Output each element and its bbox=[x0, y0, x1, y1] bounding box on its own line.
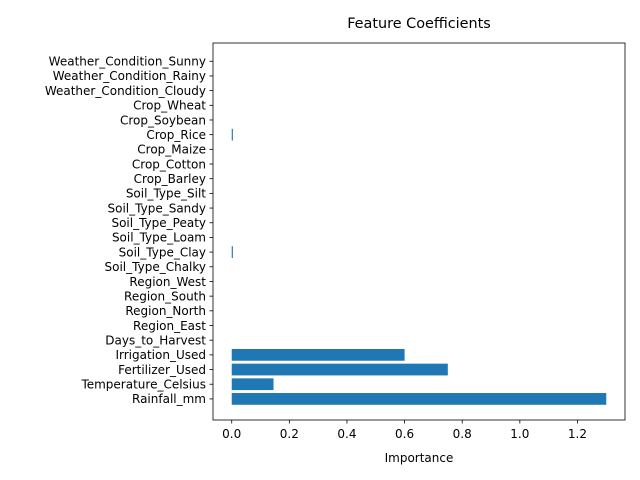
y-tick-label: Crop_Soybean bbox=[120, 113, 206, 127]
y-tick-label: Region_South bbox=[124, 289, 206, 303]
y-tick-label: Weather_Condition_Sunny bbox=[49, 55, 206, 69]
x-axis-label: Importance bbox=[385, 451, 454, 465]
bar-irrigation-used bbox=[231, 348, 405, 361]
y-tick-label: Weather_Condition_Rainy bbox=[53, 69, 206, 83]
y-tick-label: Soil_Type_Loam bbox=[112, 231, 206, 245]
y-tick-label: Days_to_Harvest bbox=[105, 333, 206, 347]
y-tick-label: Crop_Wheat bbox=[133, 99, 206, 113]
x-tick-label: 0.6 bbox=[395, 427, 414, 441]
y-tick-label: Crop_Rice bbox=[146, 128, 206, 142]
chart-title: Feature Coefficients bbox=[347, 16, 491, 32]
y-tick-label: Soil_Type_Sandy bbox=[108, 201, 206, 215]
bar-fertilizer-used bbox=[231, 363, 448, 376]
bars-group bbox=[231, 128, 607, 405]
bar-crop-rice bbox=[231, 128, 233, 141]
y-tick-label: Region_North bbox=[125, 304, 206, 318]
x-tick-label: 1.0 bbox=[510, 427, 529, 441]
y-tick-label: Crop_Barley bbox=[134, 172, 206, 186]
x-axis-ticks: 0.0 0.2 0.4 0.6 0.8 1.0 1.2 bbox=[222, 420, 587, 441]
bar-rainfall-mm bbox=[231, 393, 607, 405]
y-tick-label: Temperature_Celsius bbox=[80, 378, 206, 392]
x-tick-label: 0.8 bbox=[453, 427, 472, 441]
x-tick-label: 1.2 bbox=[568, 427, 587, 441]
plot-frame bbox=[212, 42, 626, 421]
x-tick-label: 0.0 bbox=[222, 427, 241, 441]
y-tick-label: Soil_Type_Silt bbox=[126, 187, 206, 201]
y-tick-label: Weather_Condition_Cloudy bbox=[45, 84, 206, 98]
y-tick-label: Region_East bbox=[133, 319, 206, 333]
x-tick-label: 0.4 bbox=[337, 427, 356, 441]
y-tick-label: Crop_Maize bbox=[137, 143, 206, 157]
y-tick-label: Rainfall_mm bbox=[132, 392, 206, 406]
y-tick-label: Fertilizer_Used bbox=[118, 363, 206, 377]
y-tick-label: Irrigation_Used bbox=[115, 348, 206, 362]
y-axis-ticks: Rainfall_mmTemperature_CelsiusFertilizer… bbox=[45, 55, 213, 406]
y-tick-label: Soil_Type_Peaty bbox=[111, 216, 206, 230]
y-tick-label: Crop_Cotton bbox=[132, 157, 206, 171]
bar-soil-type-clay bbox=[231, 246, 233, 258]
x-tick-label: 0.2 bbox=[280, 427, 299, 441]
y-tick-label: Region_West bbox=[129, 275, 206, 289]
bar-temperature-celsius bbox=[231, 378, 274, 391]
y-tick-label: Soil_Type_Clay bbox=[119, 245, 206, 259]
y-tick-label: Soil_Type_Chalky bbox=[105, 260, 206, 274]
